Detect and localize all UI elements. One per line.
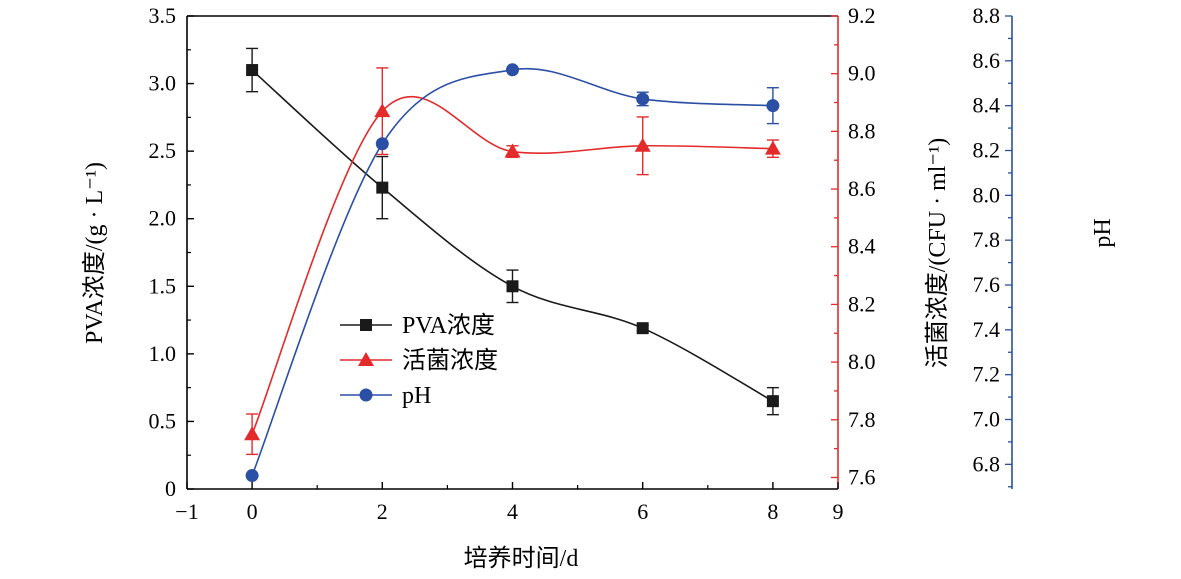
x-axis-title: 培养时间/d [464, 545, 579, 572]
x-tick-label: −1 [175, 499, 198, 524]
data-point [506, 280, 519, 293]
x-tick-label: 0 [247, 499, 258, 524]
right1-tick-label: 7.6 [848, 464, 876, 489]
data-point [504, 143, 521, 158]
data-point [764, 140, 781, 155]
right1-tick-label: 8.2 [848, 291, 876, 316]
data-point [506, 63, 519, 77]
left-tick-label: 3.0 [149, 71, 177, 96]
legend-item: PVA浓度 [340, 312, 495, 339]
data-point [244, 426, 261, 441]
data-point [766, 99, 780, 113]
series-line [251, 67, 773, 476]
right-y-axis-viable-count-title: 活菌浓度/(CFU · ml⁻¹) [924, 138, 951, 369]
series-group [244, 47, 781, 483]
data-point [245, 469, 259, 483]
x-tick-label: 6 [637, 499, 648, 524]
right1-tick-label: 8.4 [848, 234, 876, 259]
series-3 [245, 63, 780, 483]
data-point [375, 137, 389, 151]
left-y-axis-title: PVA浓度/(g · L⁻¹) [81, 162, 108, 344]
legend-marker [358, 352, 374, 366]
left-tick-label: 2.0 [149, 206, 177, 231]
data-point [766, 395, 779, 408]
right1-tick-label: 8.0 [848, 349, 876, 374]
right2-tick-label: 8.0 [973, 182, 1001, 207]
right1-tick-label: 8.8 [848, 118, 876, 143]
right-y-axis-ph-title: pH [1090, 218, 1116, 247]
series-2 [244, 67, 781, 456]
legend-marker [360, 319, 372, 331]
data-point [636, 322, 649, 335]
right2-tick-label: 7.4 [973, 317, 1001, 342]
right1-tick-label: 9.0 [848, 61, 876, 86]
legend-marker [359, 388, 373, 402]
series-line [251, 69, 774, 402]
right2-tick-label: 8.2 [973, 138, 1001, 163]
plot-frame [187, 15, 838, 490]
x-tick-label: 4 [507, 499, 518, 524]
data-point [246, 64, 259, 77]
right2-tick-label: 7.8 [973, 227, 1001, 252]
legend-label: pH [402, 383, 431, 409]
right2-tick-label: 8.8 [973, 3, 1001, 28]
data-point [376, 181, 389, 194]
data-point [636, 92, 650, 106]
right1-tick-label: 8.6 [848, 176, 876, 201]
right2-tick-label: 7.0 [973, 407, 1001, 432]
right1-tick-label: 9.2 [848, 3, 876, 28]
x-tick-label: 2 [377, 499, 388, 524]
right-y-axis-ph: 6.8 7.0 7.2 7.4 7.6 7.8 8.0 8.2 8.4 8.6 8.8 [973, 3, 1013, 489]
left-tick-label: 0 [165, 476, 176, 501]
right2-tick-label: 8.4 [973, 93, 1001, 118]
x-tick-label: 9 [833, 499, 844, 524]
data-point [634, 137, 651, 152]
right2-tick-label: 6.8 [973, 451, 1001, 476]
left-tick-label: 1.0 [149, 341, 177, 366]
right1-tick-label: 7.8 [848, 407, 876, 432]
series-line [251, 95, 773, 435]
left-tick-label: 2.5 [149, 138, 177, 163]
right-y-axis-viable-count: 7.6 7.8 8.0 8.2 8.4 8.6 8.8 9.0 9.2 [831, 3, 876, 489]
legend-item: pH [340, 383, 431, 409]
legend-label: PVA浓度 [402, 312, 495, 339]
legend-label: 活菌浓度 [402, 347, 498, 374]
right2-tick-label: 8.6 [973, 48, 1001, 73]
left-tick-label: 3.5 [149, 3, 177, 28]
right2-tick-label: 7.2 [973, 362, 1001, 387]
left-tick-label: 0.5 [149, 408, 177, 433]
data-point [374, 103, 391, 118]
left-tick-label: 1.5 [149, 273, 177, 298]
right2-tick-label: 7.6 [973, 272, 1001, 297]
x-tick-label: 8 [767, 499, 778, 524]
legend-item: 活菌浓度 [340, 347, 498, 374]
x-axis: −1 0 2 4 6 8 9 [175, 482, 844, 524]
left-y-axis: 0 0.5 1.0 1.5 2.0 2.5 3.0 3.5 [149, 3, 194, 501]
series-1 [246, 47, 779, 416]
